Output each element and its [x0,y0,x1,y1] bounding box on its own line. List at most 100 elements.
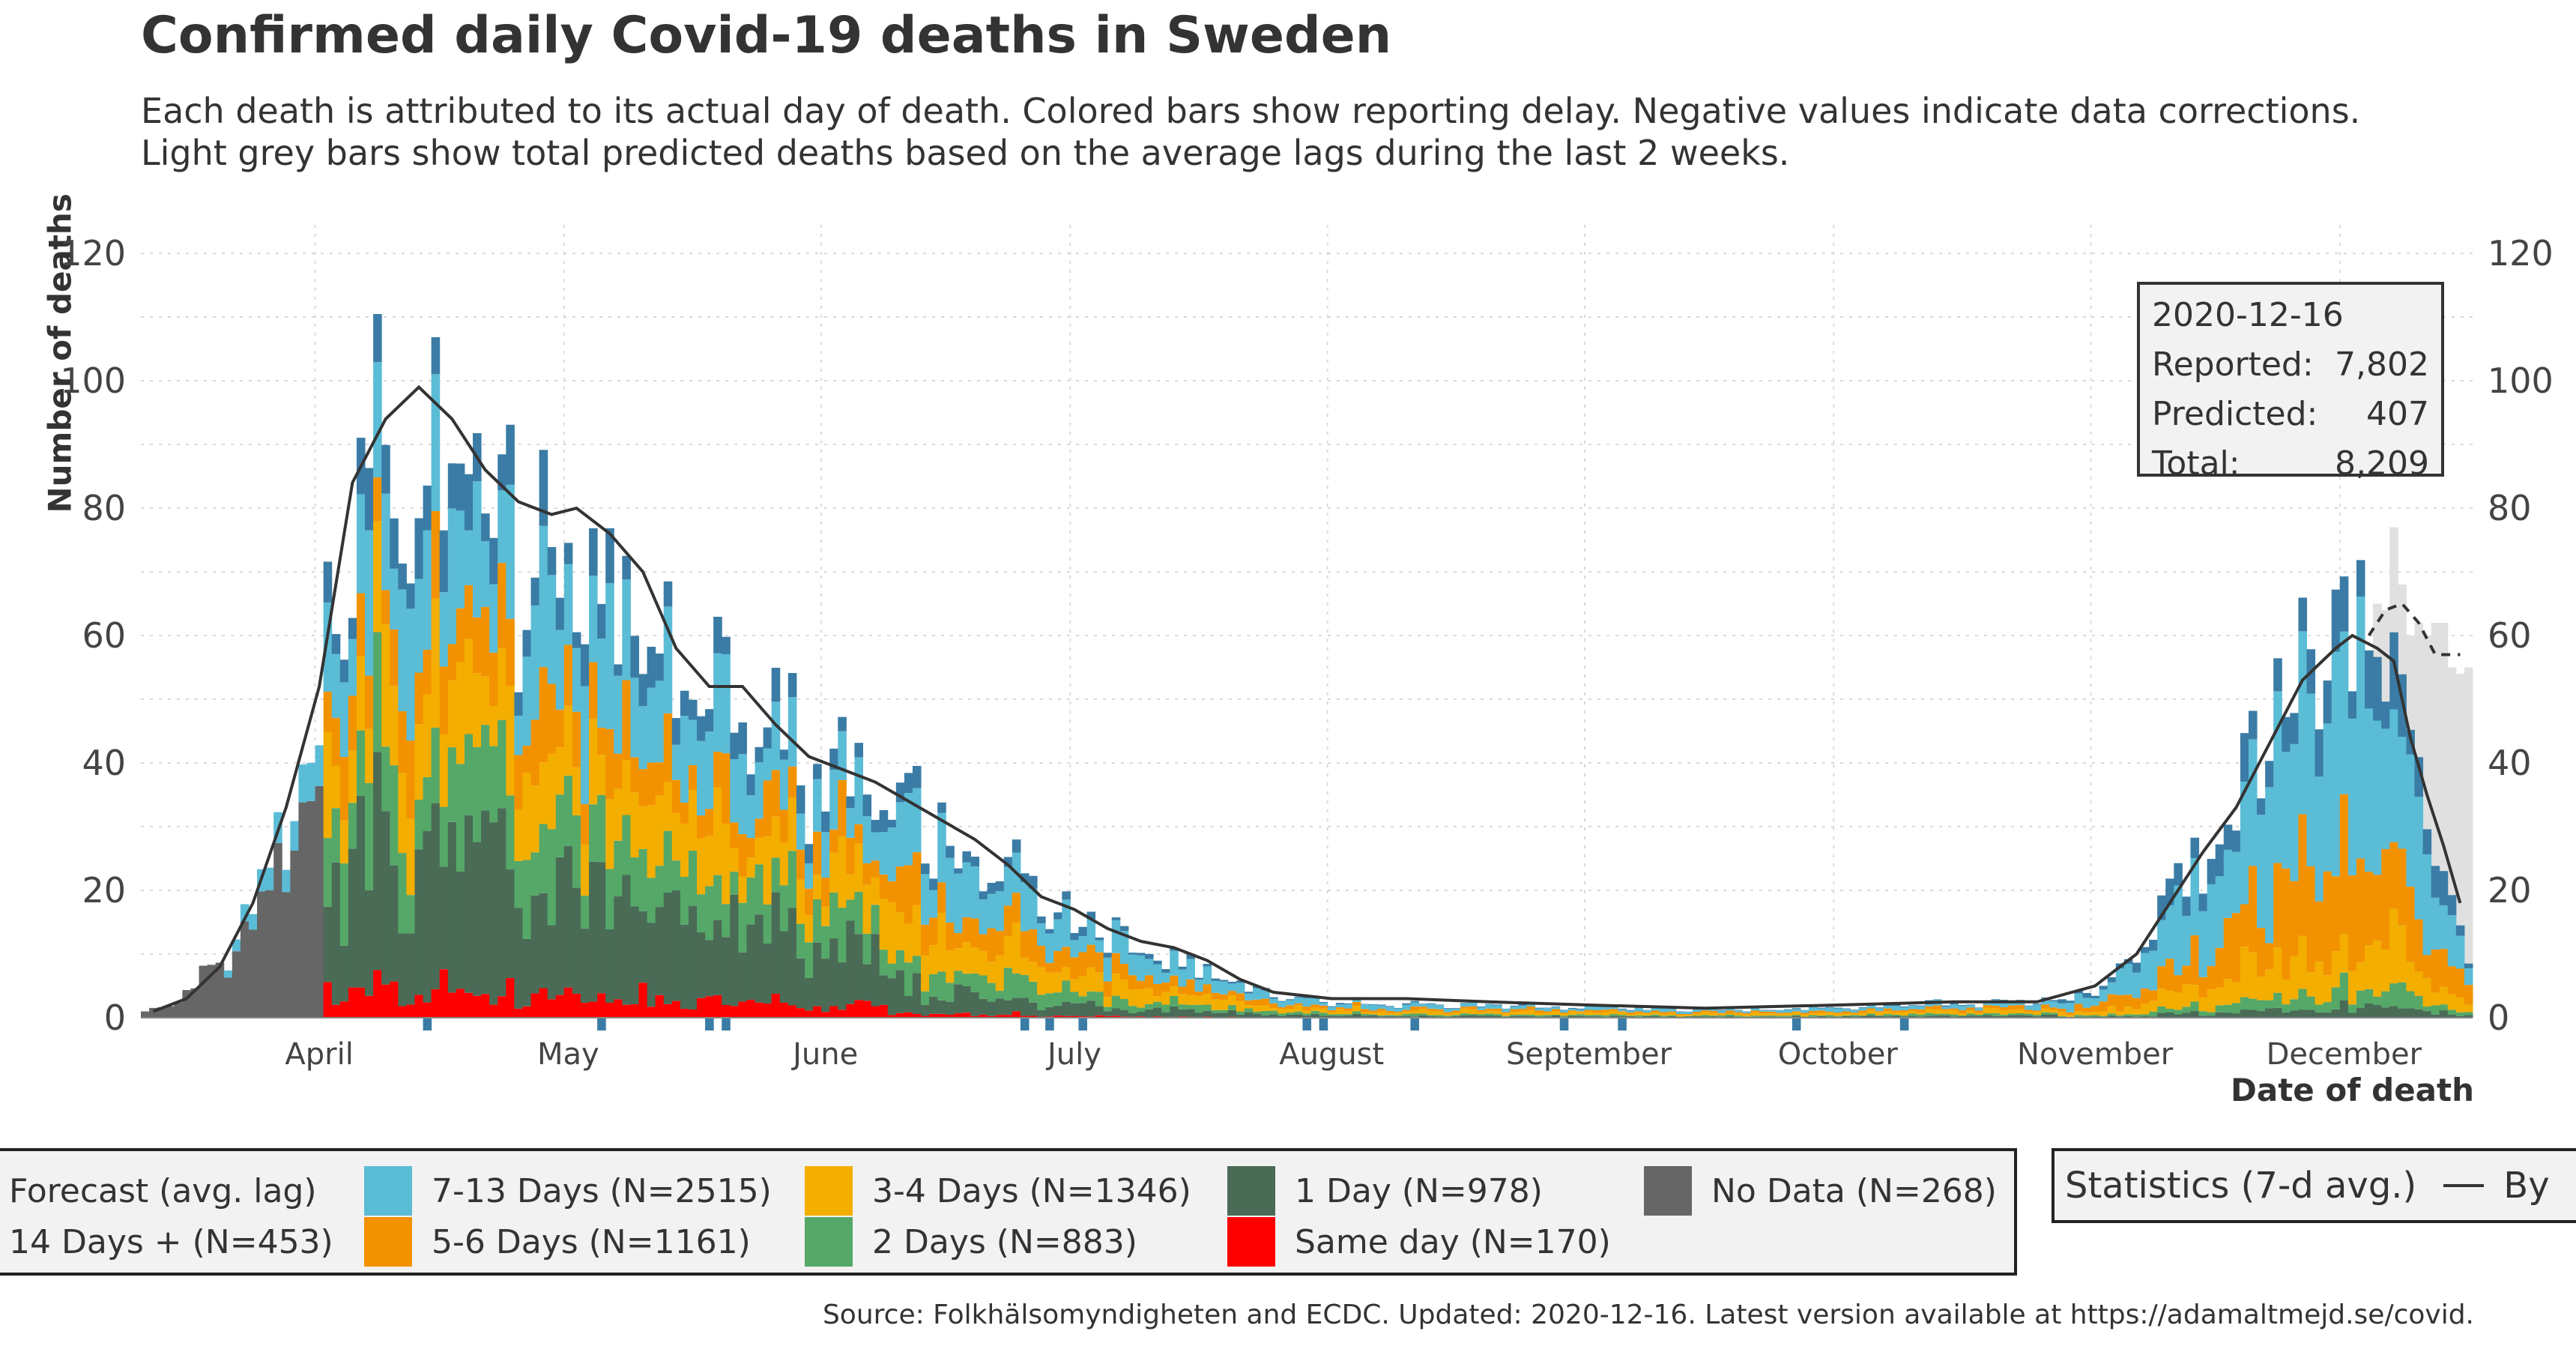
bar-segment-same [929,1013,938,1018]
bar-segment-d5-6 [1759,1011,1768,1014]
bar-segment-d7-13 [1792,1009,1801,1012]
bar-segment-d7-13 [298,764,307,803]
bar-segment-d5-6 [2149,990,2158,1001]
bar-segment-d2 [987,983,997,1002]
bar-segment-d5-6 [373,477,382,522]
bar-segment-d1 [1651,1015,1660,1018]
legend-label-d2: 2 Days (N=883) [872,1222,1137,1261]
bar-segment-d14 [1178,966,1187,970]
bar-segment-d5-6 [1020,931,1030,959]
bar-segment-d7-13 [1543,1008,1552,1012]
bar-negative-correction [423,1018,432,1030]
bar-segment-d2 [2356,990,2365,1009]
bar-segment-d5-6 [1950,1008,1959,1011]
bar-segment-d7-13 [1477,1007,1486,1010]
bar-segment-d3-4 [1800,1014,1809,1017]
bar-segment-same [854,1000,864,1018]
bar-segment-d1 [995,998,1005,1015]
bar-segment-d3-4 [1825,1012,1834,1015]
bar-segment-d5-6 [2339,794,2349,935]
bar-segment-d5-6 [447,644,457,680]
bar-segment-d1 [713,920,722,995]
bar-segment-d14 [2058,999,2066,1004]
bar-segment-d7-13 [1825,1007,1834,1012]
bar-segment-d5-6 [2157,966,2166,989]
bar-segment-d14 [1717,1010,1726,1011]
bar-segment-d14 [1020,873,1030,882]
bar-segment-d5-6 [1792,1011,1801,1012]
bar-segment-d5-6 [539,667,548,763]
bar-segment-same [738,1001,747,1018]
bar-segment-d7-13 [1086,919,1096,945]
bar-segment-d3-4 [2282,979,2291,1005]
bar-segment-d7-13 [1891,1006,1901,1011]
bar-segment-d7-13 [1974,1008,1984,1011]
bar-segment-d2 [2082,1015,2092,1018]
bar-segment-d1 [2306,1010,2316,1018]
bar-segment-d3-4 [1070,979,1079,992]
bar-segment-d1 [447,821,457,993]
bar-segment-nodata [207,965,217,1018]
bar-segment-d14 [1966,1004,1976,1005]
bar-segment-d7-13 [2149,950,2158,991]
bar-segment-d7-13 [638,706,648,770]
bar-segment-d3-4 [1170,986,1179,996]
bar-segment-d1 [2257,1010,2266,1018]
bar-segment-d7-13 [1410,1002,1420,1007]
bar-segment-d14 [647,646,656,688]
bar-segment-d7-13 [1244,993,1254,1001]
bar-segment-same [638,983,648,1018]
bar-segment-d2 [1833,1015,1842,1017]
bar-segment-d7-13 [423,530,432,650]
average-line [152,384,2462,1013]
bar-segment-d3-4 [904,923,913,963]
bar-segment-d5-6 [663,713,673,782]
bar-segment-d7-13 [2248,739,2258,866]
bar-segment-d3-4 [2365,945,2374,989]
bar-segment-d1 [2198,1015,2208,1018]
bar-segment-d2 [838,908,847,962]
y-tick-label-left: 20 [82,870,126,911]
bar-segment-d1 [1468,1015,1478,1018]
bar-segment-d5-6 [2406,887,2415,962]
bar-segment-d5-6 [1626,1012,1635,1015]
bar-segment-d3-4 [1468,1009,1478,1014]
bar-segment-d3-4 [1402,1011,1411,1014]
bar-segment-d2 [2273,992,2282,1008]
bar-segment-d1 [1983,1015,1992,1018]
bar-segment-d14 [1460,1003,1469,1004]
bar-segment-d1 [671,890,681,1001]
bar-segment-d5-6 [970,918,980,948]
bar-segment-d7-13 [1020,881,1030,932]
bar-segment-d1 [547,925,557,1000]
x-tick-label: November [2017,1037,2174,1072]
bar-segment-d14 [1278,1001,1287,1002]
bar-segment-d1 [2347,1012,2357,1018]
bar-segment-d14 [2265,761,2274,788]
bar-segment-d2 [1194,1004,1204,1013]
y-tick-label-left: 0 [104,998,126,1038]
bar-segment-d14 [2439,871,2449,905]
bar-segment-d2 [1717,1015,1726,1017]
bar-segment-d3-4 [1394,1012,1403,1015]
bar-segment-d3-4 [2373,941,2382,997]
bar-segment-d7-13 [1219,981,1229,995]
bar-segment-d3-4 [738,876,747,903]
bar-segment-d7-13 [2265,787,2274,944]
bar-segment-d5-6 [1609,1009,1618,1011]
bar-segment-d2 [2323,1002,2332,1012]
bar-segment-d3-4 [821,906,830,926]
bar-segment-d7-13 [2190,857,2200,935]
bar-segment-d3-4 [1759,1013,1768,1016]
bar-segment-d1 [1567,1015,1577,1018]
bar-segment-d2 [614,840,623,897]
bar-segment-d3-4 [1891,1012,1901,1015]
bar-segment-d14 [498,454,507,491]
bar-segment-d1 [2389,1006,2398,1018]
bar-segment-d7-13 [2223,849,2233,918]
bar-segment-nodata [157,1007,166,1018]
bar-segment-d3-4 [1493,1011,1502,1015]
bar-segment-d2 [2365,989,2374,1004]
bar-segment-d3-4 [1460,1008,1469,1014]
bar-segment-d1 [2447,1015,2457,1018]
